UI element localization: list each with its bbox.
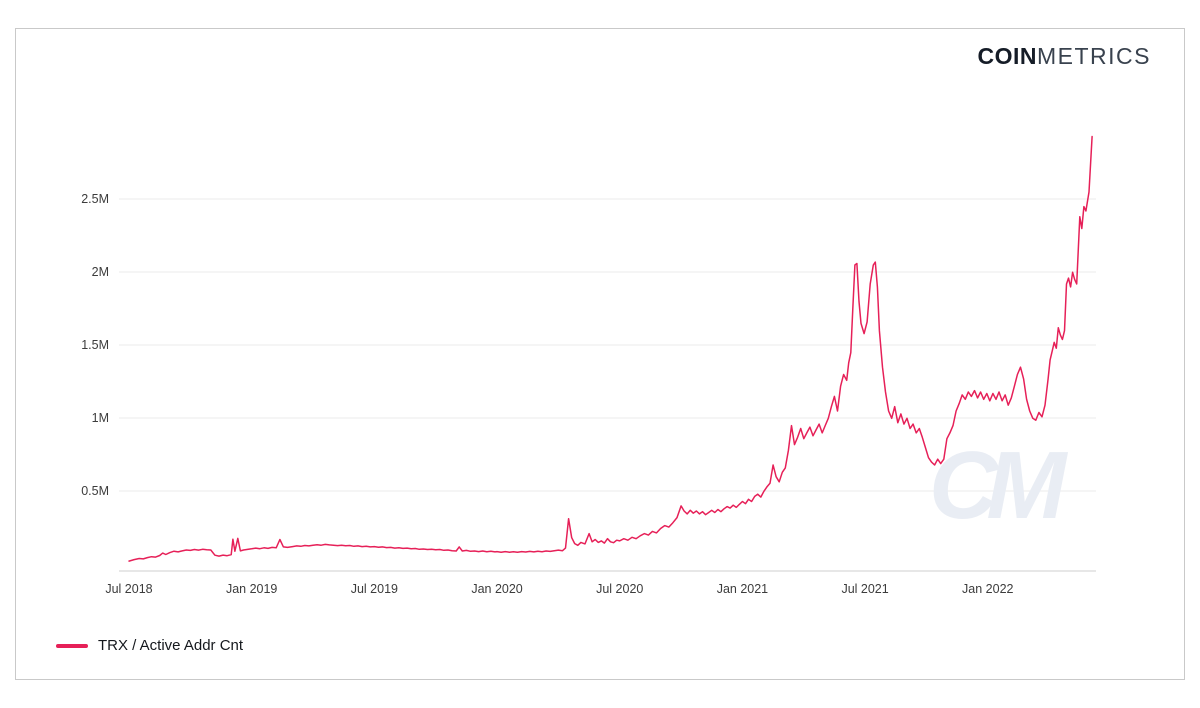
x-tick-label: Jul 2019 [351, 582, 398, 596]
x-tick-label: Jul 2020 [596, 582, 643, 596]
coinmetrics-logo: COINMETRICS [978, 43, 1152, 70]
series-line-trx-active-addr [128, 135, 1093, 562]
chart-canvas[interactable]: 0.5M 1M 1.5M 2M 2.5M Jul 2018 Jan 2019 Jul 2019… [31, 111, 1171, 611]
x-tick-label: Jan 2021 [717, 582, 768, 596]
y-tick-label: 2.5M [81, 192, 109, 206]
y-tick-label: 2M [92, 265, 109, 279]
x-tick-label: Jul 2018 [105, 582, 152, 596]
legend-label: TRX / Active Addr Cnt [98, 637, 244, 654]
logo-text-coin: COIN [977, 43, 1037, 69]
y-tick-label: 1M [92, 411, 109, 425]
logo-text-metrics: METRICS [1037, 43, 1151, 69]
x-tick-label: Jan 2020 [471, 582, 522, 596]
x-tick-label: Jan 2022 [962, 582, 1013, 596]
chart-frame: COINMETRICS 0.5M 1M 1.5M 2M 2.5M Jul 2018 Jan … [15, 28, 1185, 680]
legend-swatch [56, 643, 88, 648]
legend-item[interactable]: TRX / Active Addr Cnt [56, 637, 243, 654]
x-tick-label: Jul 2021 [841, 582, 888, 596]
x-tick-label: Jan 2019 [226, 582, 277, 596]
y-tick-label: 0.5M [81, 484, 109, 498]
cm-watermark: CM [929, 432, 1068, 539]
y-tick-label: 1.5M [81, 338, 109, 352]
